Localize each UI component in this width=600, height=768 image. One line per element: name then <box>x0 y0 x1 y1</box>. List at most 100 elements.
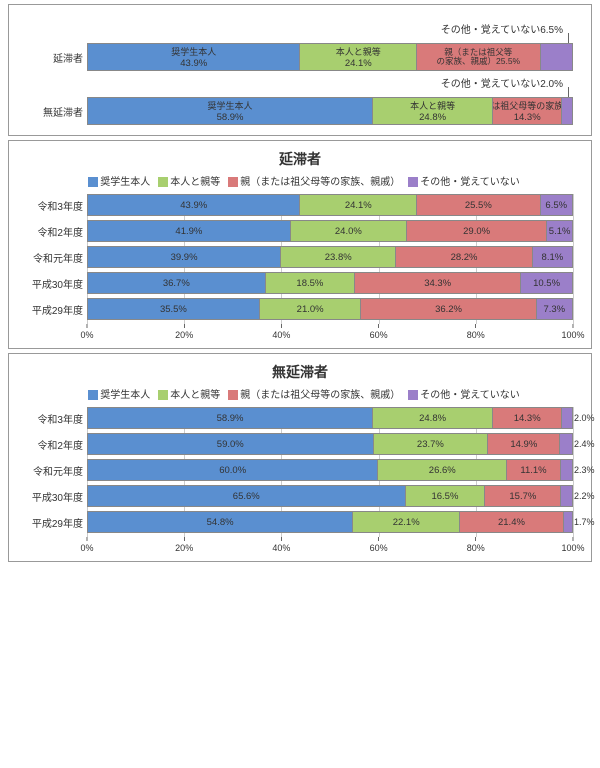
bar-segment: 14.3% <box>493 408 562 428</box>
row-label: 令和3年度 <box>17 411 83 426</box>
legend-swatch <box>408 177 418 187</box>
stacked-bar: 35.5%21.0%36.2%7.3% <box>87 298 573 320</box>
legend-label: 奨学生本人 <box>100 177 150 188</box>
axis-tick: 40% <box>272 537 290 553</box>
bar-row: 無延滞者奨学生本人58.9%本人と親等24.8%親（または祖父母等の家族、親戚）… <box>87 97 573 125</box>
bar-segment: 18.5% <box>266 273 356 293</box>
delinquent-chart: 令和3年度43.9%24.1%25.5%6.5% 令和2年度41.9%24.0%2… <box>87 194 573 344</box>
stacked-bar: 奨学生本人43.9%本人と親等24.1%親（または祖父等の家族、親戚）25.5% <box>87 43 573 71</box>
callout-label: その他・覚えていない6.5% <box>441 21 563 36</box>
axis-tick: 100% <box>561 324 584 340</box>
bar-row: 令和2年度59.0%23.7%14.9%2.4% <box>87 433 573 455</box>
bar-segment: 26.6% <box>378 460 507 480</box>
nondelinquent-panel: 無延滞者 奨学生本人本人と親等親（または祖父母等の家族、親戚）その他・覚えていな… <box>8 353 592 562</box>
bar-segment: 36.7% <box>88 273 266 293</box>
bar-row: 令和3年度58.9%24.8%14.3%2.0% <box>87 407 573 429</box>
bar-segment: 22.1% <box>353 512 460 532</box>
top-chart: その他・覚えていない6.5%延滞者奨学生本人43.9%本人と親等24.1%親（ま… <box>87 23 573 125</box>
bar-segment: 58.9% <box>88 408 373 428</box>
axis-tick: 100% <box>561 537 584 553</box>
legend-label: その他・覚えていない <box>420 390 520 401</box>
bar-row: 令和2年度41.9%24.0%29.0%5.1% <box>87 220 573 242</box>
bar-segment: 23.7% <box>374 434 489 454</box>
stacked-bar: 奨学生本人58.9%本人と親等24.8%親（または祖父母等の家族、親戚）14.3… <box>87 97 573 125</box>
legend-label: 親（または祖父母等の家族、親戚） <box>240 177 400 188</box>
x-axis: 0%20%40%60%80%100% <box>87 324 573 344</box>
bar-segment: 7.3% <box>537 299 572 319</box>
nondelinquent-title: 無延滞者 <box>17 362 583 382</box>
delinquent-panel: 延滞者 奨学生本人 本人と親等 親（または祖父母等の家族、親戚） その他・覚えていない… <box>8 140 592 349</box>
axis-tick: 60% <box>370 537 388 553</box>
axis-tick: 20% <box>175 537 193 553</box>
bar-segment: 25.5% <box>417 195 540 215</box>
x-axis: 0%20%40%60%80%100% <box>87 537 573 557</box>
stacked-bar: 58.9%24.8%14.3%2.0% <box>87 407 573 429</box>
row-label: 平成30年度 <box>17 276 83 291</box>
bar-segment: 奨学生本人43.9% <box>88 44 300 70</box>
bar-segment: 24.1% <box>300 195 417 215</box>
stacked-bar: 41.9%24.0%29.0%5.1% <box>87 220 573 242</box>
row-label: 無延滞者 <box>17 104 83 119</box>
bar-segment: 36.2% <box>361 299 536 319</box>
axis-tick: 80% <box>467 537 485 553</box>
bar-segment: 21.0% <box>260 299 362 319</box>
bar-segment: 2.0% <box>562 408 572 428</box>
legend-label: 奨学生本人 <box>100 390 150 401</box>
bar-segment: 1.7% <box>564 512 572 532</box>
axis-tick: 80% <box>467 324 485 340</box>
row-label: 平成29年度 <box>17 302 83 317</box>
bar-segment: 2.2% <box>561 486 572 506</box>
bar-segment: 親（または祖父等の家族、親戚）25.5% <box>417 44 540 70</box>
stacked-bar: 65.6%16.5%15.7%2.2% <box>87 485 573 507</box>
bar-segment: 6.5% <box>541 195 572 215</box>
axis-tick: 0% <box>80 537 93 553</box>
delinquent-legend: 奨学生本人 本人と親等 親（または祖父母等の家族、親戚） その他・覚えていない <box>17 173 583 188</box>
bar-row: 平成29年度35.5%21.0%36.2%7.3% <box>87 298 573 320</box>
bar-segment: 60.0% <box>88 460 378 480</box>
legend-label: その他・覚えていない <box>420 177 520 188</box>
bar-segment: 2.3% <box>561 460 572 480</box>
bar-row: 令和3年度43.9%24.1%25.5%6.5% <box>87 194 573 216</box>
axis-tick: 0% <box>80 324 93 340</box>
bar-segment: 43.9% <box>88 195 300 215</box>
axis-tick: 60% <box>370 324 388 340</box>
bar-segment: 24.8% <box>373 408 493 428</box>
bar-segment: 奨学生本人58.9% <box>88 98 373 124</box>
bar-row: 平成30年度36.7%18.5%34.3%10.5% <box>87 272 573 294</box>
bar-segment: 34.3% <box>355 273 521 293</box>
bar-segment: 35.5% <box>88 299 260 319</box>
nondelinquent-legend: 奨学生本人本人と親等親（または祖父母等の家族、親戚）その他・覚えていない <box>17 386 583 401</box>
bar-segment: 8.1% <box>533 247 572 267</box>
row-label: 延滞者 <box>17 50 83 65</box>
row-label: 平成30年度 <box>17 489 83 504</box>
delinquent-title: 延滞者 <box>17 149 583 169</box>
bar-row: 平成30年度65.6%16.5%15.7%2.2% <box>87 485 573 507</box>
bar-segment: 11.1% <box>507 460 561 480</box>
bar-segment: 24.0% <box>291 221 407 241</box>
top-comparison-panel: その他・覚えていない6.5% 延滞者奨学生本人43.9%本人と親等24.1%親（ま… <box>8 4 592 136</box>
row-label: 平成29年度 <box>17 515 83 530</box>
bar-segment <box>562 98 572 124</box>
stacked-bar: 60.0%26.6%11.1%2.3% <box>87 459 573 481</box>
stacked-bar: 36.7%18.5%34.3%10.5% <box>87 272 573 294</box>
bar-segment: 59.0% <box>88 434 374 454</box>
callout-label: その他・覚えていない2.0% <box>441 75 563 90</box>
bar-segment: 本人と親等24.8% <box>373 98 493 124</box>
legend-swatch <box>88 177 98 187</box>
bar-segment: 16.5% <box>406 486 486 506</box>
stacked-bar: 43.9%24.1%25.5%6.5% <box>87 194 573 216</box>
bar-segment: 39.9% <box>88 247 281 267</box>
bar-row: 令和元年度39.9%23.8%28.2%8.1% <box>87 246 573 268</box>
legend-swatch <box>408 390 418 400</box>
legend-swatch <box>88 390 98 400</box>
legend-label: 本人と親等 <box>170 177 220 188</box>
stacked-bar: 59.0%23.7%14.9%2.4% <box>87 433 573 455</box>
stacked-bar: 54.8%22.1%21.4%1.7% <box>87 511 573 533</box>
bar-segment: 41.9% <box>88 221 291 241</box>
bar-segment: 親（または祖父母等の家族、親戚）14.3% <box>493 98 562 124</box>
legend-swatch <box>228 390 238 400</box>
bar-segment: 10.5% <box>521 273 572 293</box>
row-label: 令和2年度 <box>17 437 83 452</box>
legend-label: 本人と親等 <box>170 390 220 401</box>
bar-segment <box>541 44 572 70</box>
